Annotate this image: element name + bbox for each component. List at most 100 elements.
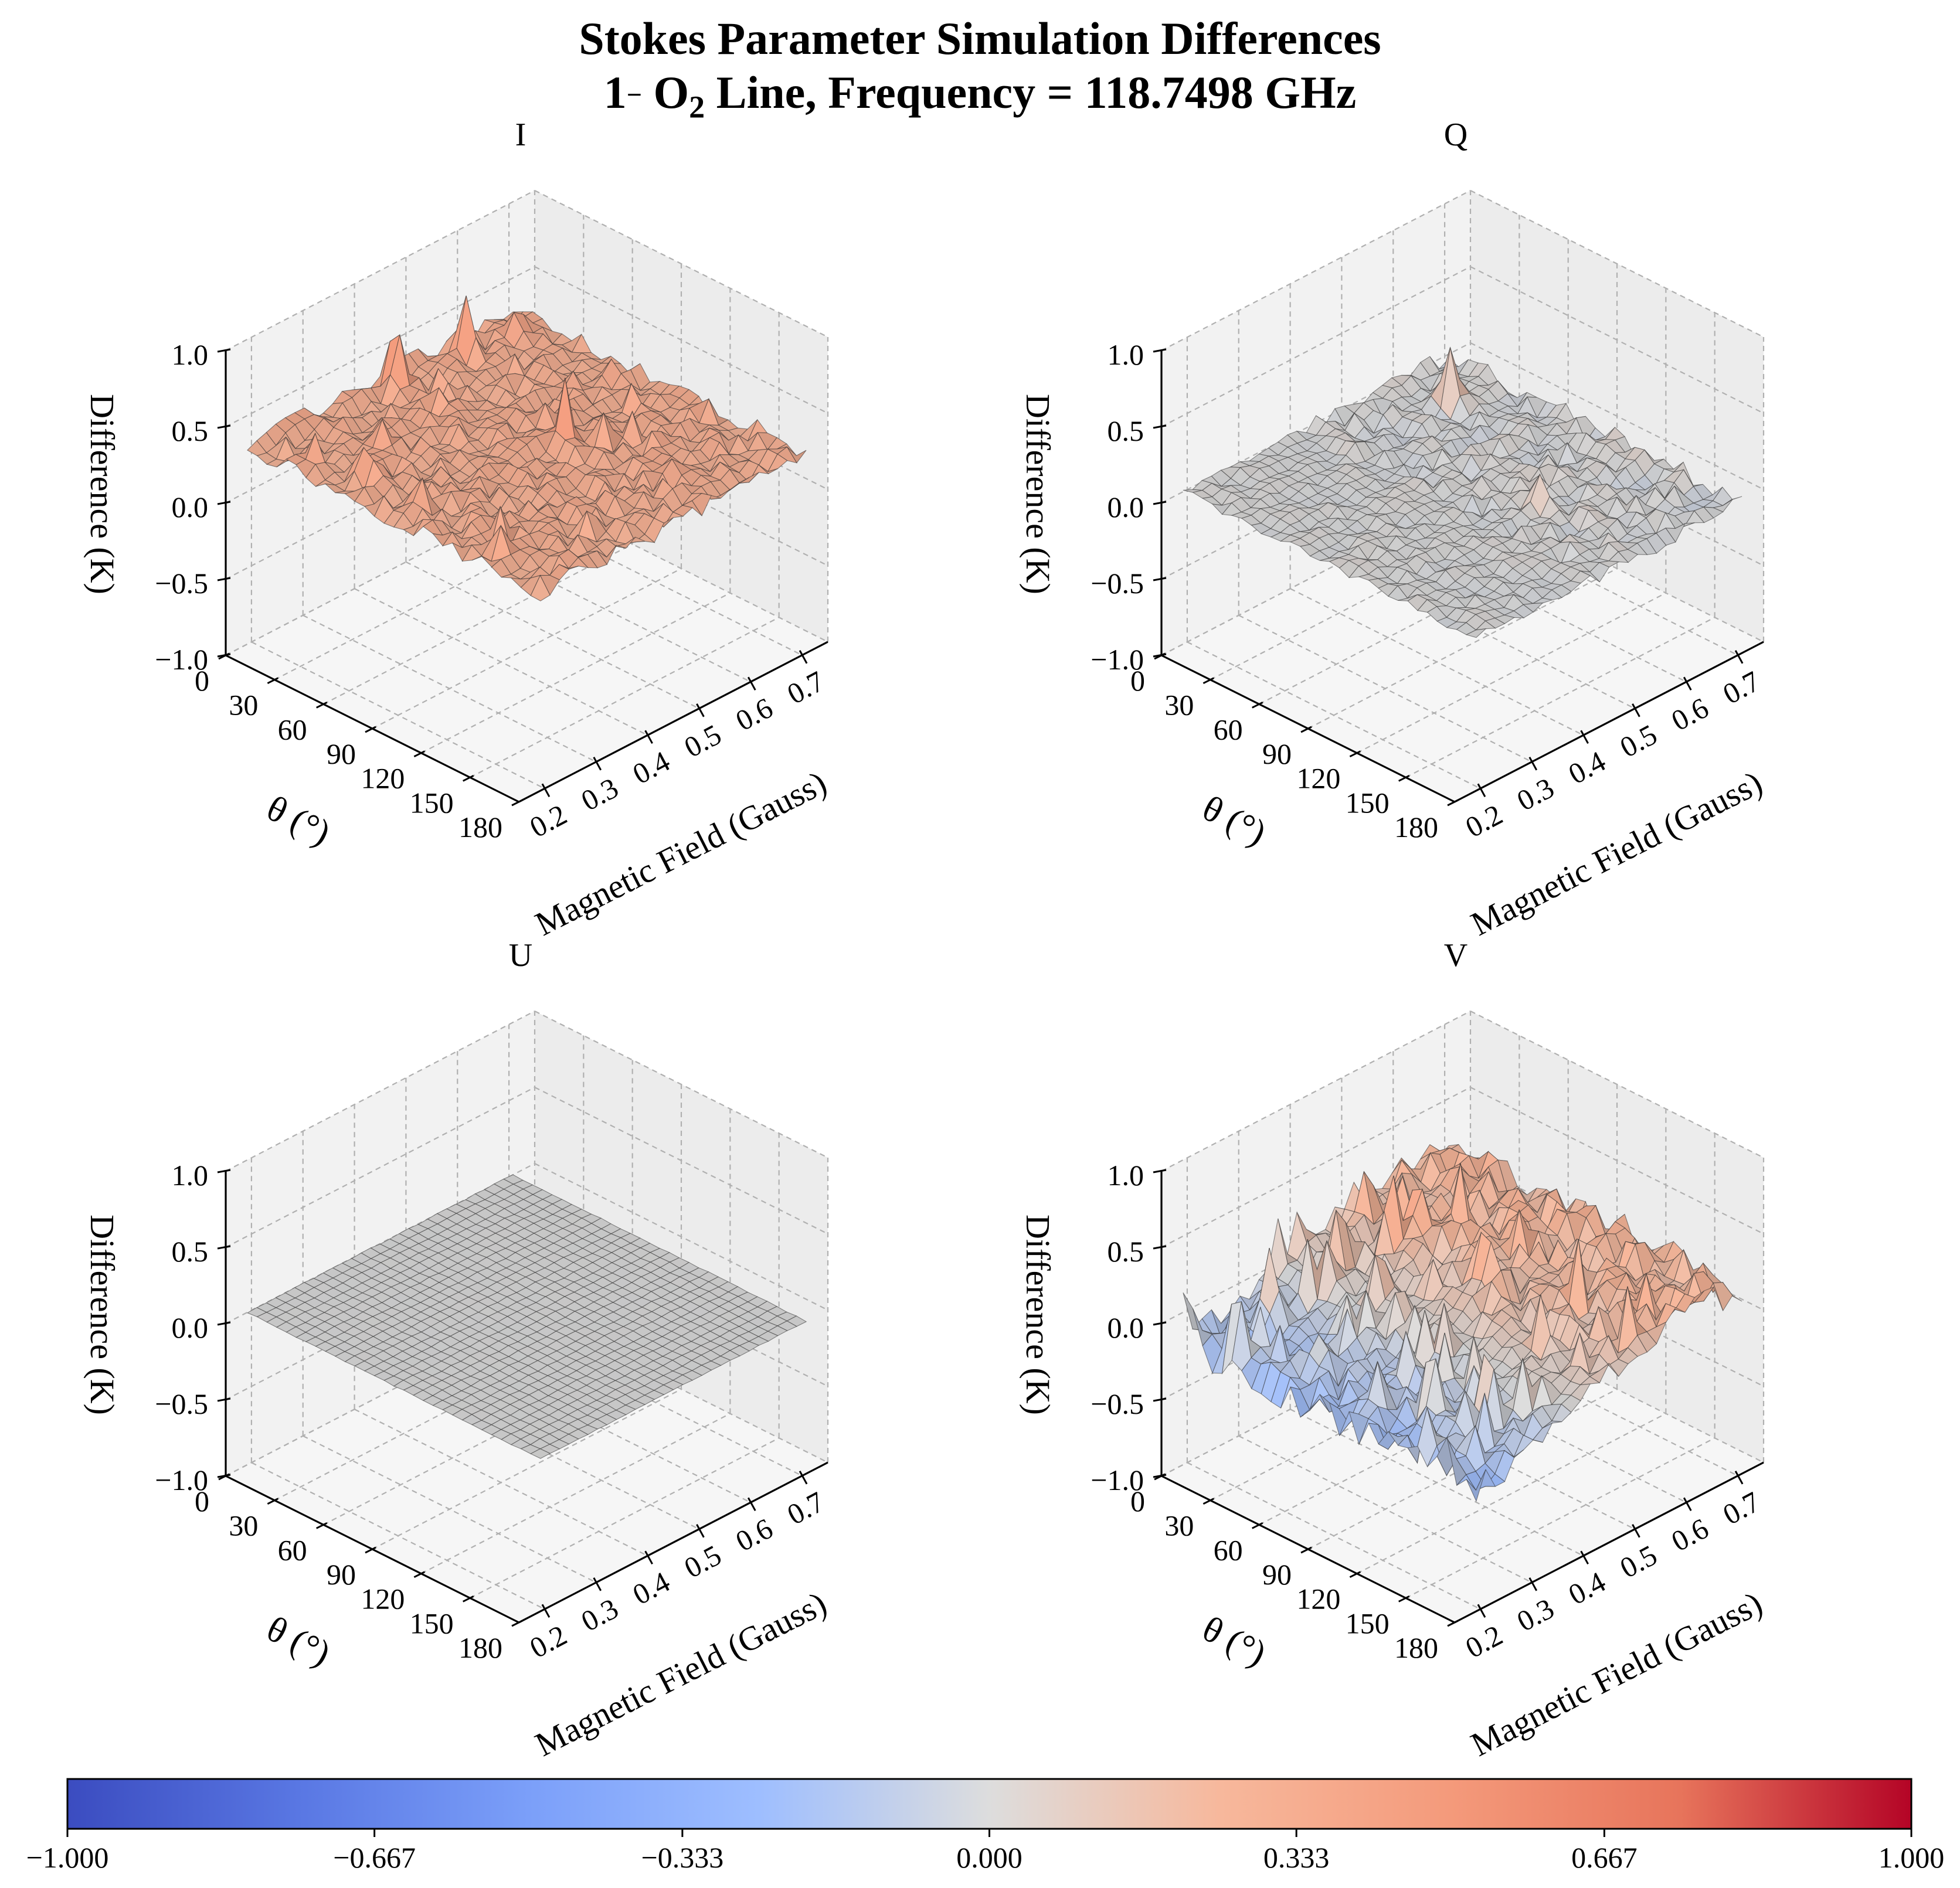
theta-tick [1203,1498,1215,1505]
grid-floor-y [1210,519,1520,681]
z-tick-label: 0.0 [1108,491,1144,523]
field-tick-label: 0.7 [782,664,829,710]
field-tick-label: 0.4 [1563,1565,1611,1611]
grid-left-z [225,1011,535,1172]
theta-tick-label: 30 [1164,1509,1194,1542]
theta-tick [1349,1571,1361,1579]
theta-tick-label: 90 [327,737,356,770]
field-tick [1580,1550,1589,1564]
grid-right-z [1470,495,1764,642]
grid-floor-y [1259,543,1569,705]
z-tick-label: −1.0 [1091,1464,1144,1496]
field-tick [644,1550,653,1564]
z-tick [217,1397,231,1402]
field-tick [593,757,602,771]
grid-right-z [1470,266,1764,414]
z-tick [1153,577,1167,581]
theta-tick-label: 150 [410,1607,454,1639]
theta-tick-label: 90 [1262,737,1292,770]
field-tick [1734,650,1744,664]
z-tick-label: 1.0 [172,1159,209,1192]
field-tick-label: 0.2 [1460,798,1507,844]
surface-V [1183,1144,1742,1502]
field-tick [644,730,653,744]
surface-cell [529,1448,551,1459]
field-tick-label: 0.2 [524,1618,572,1665]
colorbar: −1.000 −0.667 −0.333 0.000 0.333 0.667 1.000 [26,1778,1944,1874]
field-axis-title: Magnetic Field (Gauss) [1465,763,1768,943]
grid-right-z [1470,1315,1764,1463]
theta-tick-label: 90 [1262,1558,1292,1591]
theta-tick [511,1620,523,1627]
grid-floor-y [1405,617,1716,778]
field-axis-line [518,1461,828,1624]
theta-tick [1203,677,1215,685]
grid-floor-y [323,1364,633,1526]
theta-tick-label: 150 [1346,786,1390,819]
theta-tick [365,1546,376,1554]
title-line-1: Stokes Parameter Simulation Differences [579,13,1381,64]
field-tick-label: 0.3 [576,1591,623,1638]
field-tick [1683,1497,1692,1511]
theta-tick [365,726,376,733]
grid-floor-y [372,1389,682,1550]
colorbar-tick-label: 0.333 [1263,1841,1330,1874]
theta-tick [1300,726,1312,733]
grid-right-z [1470,1011,1764,1158]
z-tick [217,348,231,353]
field-axis-line [518,641,828,803]
theta-tick-label: 180 [458,1631,502,1664]
field-tick-label: 0.7 [782,1485,829,1531]
theta-tick-label: 60 [278,1533,307,1566]
grid-left-z [225,266,535,427]
z-tick [217,424,231,429]
grid-left-z [1161,495,1471,656]
z-tick [217,1321,231,1326]
field-tick [1683,676,1692,690]
panel-title-Q: Q [1444,117,1468,153]
z-tick-label: 0.5 [1108,1235,1144,1268]
surface-U [246,1174,807,1459]
grid-floor-y [1356,1413,1666,1574]
z-tick-label: 1.0 [172,338,209,371]
field-axis-title: Magnetic Field (Gauss) [529,763,832,943]
field-tick [696,1524,705,1538]
field-tick-label: 0.5 [1615,1538,1662,1584]
theta-axis-title: θ (°) [260,788,337,853]
theta-tick-label: 60 [1214,1533,1243,1566]
theta-tick [1154,1473,1166,1481]
z-tick [1153,1245,1167,1250]
grid-left-z [225,1087,535,1248]
figure-title: Stokes Parameter Simulation Differences … [0,12,1960,134]
grid-floor-y [1356,592,1666,754]
theta-tick [1398,1595,1410,1603]
z-tick [1153,348,1167,353]
theta-tick [1251,701,1263,709]
field-tick-label: 0.5 [1615,717,1662,764]
field-tick-label: 0.6 [731,691,778,737]
surface-Q [1183,346,1742,638]
theta-tick [1154,652,1166,660]
z-tick-label: 1.0 [1108,338,1144,371]
colorbar-tick-label: 0.000 [956,1841,1023,1874]
field-axis-line [1454,641,1764,803]
theta-tick [413,750,426,758]
theta-tick-label: 0 [195,1485,209,1518]
grid-left-z [225,1315,535,1477]
field-tick-label: 0.5 [679,1538,726,1584]
surface-cell [1466,1469,1486,1502]
field-tick [1528,757,1538,771]
grid-right-z [1470,190,1764,338]
theta-tick-label: 0 [1130,1485,1145,1518]
theta-tick-label: 120 [1296,762,1340,795]
grid-right-z [534,1163,828,1311]
field-tick [799,650,808,664]
grid-right-z [1470,1087,1764,1234]
grid-left-z [1161,190,1471,351]
grid-floor-x [1392,535,1687,683]
surface-I [247,295,807,601]
field-tick-label: 0.7 [1717,1485,1765,1531]
z-tick [217,1169,231,1173]
